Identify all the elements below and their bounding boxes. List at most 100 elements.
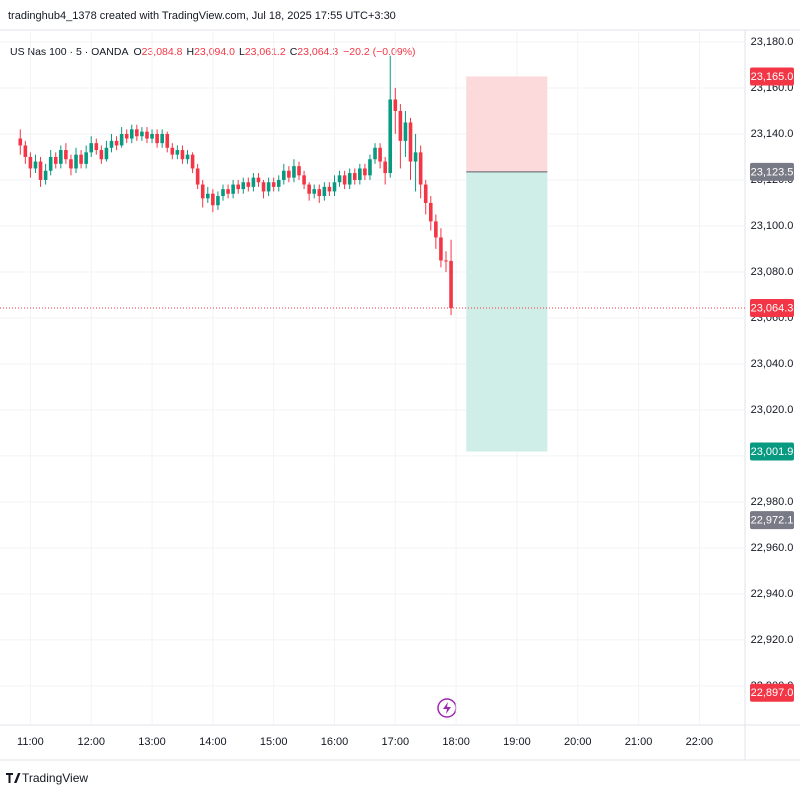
candle-body xyxy=(423,184,428,203)
candle-body xyxy=(368,159,372,176)
value: 23,084.8 xyxy=(142,46,183,58)
entry-badge xyxy=(750,162,794,181)
y-tick-label: 22,960.0 xyxy=(751,542,794,554)
candle-body xyxy=(439,237,443,261)
candle-body xyxy=(195,168,200,185)
candle-body xyxy=(175,150,180,155)
value: 23,061.2 xyxy=(245,46,286,58)
candle-body xyxy=(388,99,393,174)
candle-body xyxy=(48,156,53,171)
candle-body xyxy=(444,260,448,262)
key: H xyxy=(187,46,195,58)
price-badge-label: 22,972.1 xyxy=(751,514,794,526)
candle-body xyxy=(155,133,159,144)
candle-body xyxy=(373,147,377,160)
price-badge xyxy=(750,683,794,702)
candle-body xyxy=(165,133,170,148)
candle-body xyxy=(287,170,291,178)
candle-body xyxy=(332,182,337,192)
candle-body xyxy=(378,147,382,162)
candle-body xyxy=(64,150,68,160)
key: O xyxy=(133,46,141,58)
candle-body xyxy=(109,140,114,148)
change: −20.2 (−0.09%) xyxy=(343,46,415,58)
axes: 23,180.023,160.023,140.023,120.023,100.0… xyxy=(17,36,794,748)
y-tick-label: 23,100.0 xyxy=(751,220,794,232)
candle-body xyxy=(383,161,387,174)
candle-body xyxy=(216,196,220,206)
x-tick-label: 16:00 xyxy=(321,736,349,748)
candle-body xyxy=(43,170,48,180)
candle-body xyxy=(226,189,230,194)
stop-badge-label: 23,165.0 xyxy=(751,71,794,83)
candle-body xyxy=(23,145,28,157)
target-badge xyxy=(750,442,794,461)
x-tick-label: 11:00 xyxy=(17,736,44,748)
candle-body xyxy=(74,154,78,169)
candle-body xyxy=(398,110,403,141)
candle-body xyxy=(104,147,109,160)
candle-body xyxy=(292,166,296,178)
price-badge-label: 22,897.0 xyxy=(751,687,794,699)
candle-body xyxy=(145,131,149,139)
candle-body xyxy=(246,182,251,187)
y-tick-label: 22,920.0 xyxy=(751,634,794,646)
y-tick-label: 22,940.0 xyxy=(751,588,794,600)
y-tick-label: 23,140.0 xyxy=(751,128,794,140)
candle-body xyxy=(38,161,43,180)
y-tick-label: 23,020.0 xyxy=(751,404,794,416)
candle-body xyxy=(236,184,240,190)
candle-body xyxy=(266,182,271,192)
candle-body xyxy=(271,182,276,187)
candle-body xyxy=(69,159,73,169)
candle-body xyxy=(282,170,286,180)
candle-body xyxy=(205,193,210,199)
candle-body xyxy=(135,129,139,137)
candle-body xyxy=(307,184,311,194)
candle-body xyxy=(302,175,306,185)
candle-body xyxy=(211,193,215,206)
x-tick-label: 19:00 xyxy=(503,736,531,748)
candle-body xyxy=(418,152,423,185)
candle-body xyxy=(352,173,357,180)
candle-body xyxy=(241,182,246,190)
candle-body xyxy=(261,182,266,192)
candle-body xyxy=(363,168,367,176)
credit: tradinghub4_1378 created with TradingVie… xyxy=(8,10,396,22)
y-tick-label: 22,980.0 xyxy=(751,496,794,508)
candle-body xyxy=(94,143,99,151)
candle-body xyxy=(322,186,327,197)
grid xyxy=(0,30,745,725)
stop-badge xyxy=(750,67,794,86)
candle-body xyxy=(180,150,185,160)
value: 23,064.3 xyxy=(297,46,338,58)
candle-body xyxy=(297,166,301,176)
candle-body xyxy=(434,221,438,238)
symbol: US Nas 100 · 5 · OANDA xyxy=(10,46,128,58)
candle-body xyxy=(89,143,94,153)
lightning-icon[interactable] xyxy=(437,698,457,718)
target-zone xyxy=(466,171,548,452)
brand: TradingView xyxy=(22,771,88,785)
candle-body xyxy=(18,138,23,146)
price-badge xyxy=(750,299,794,318)
x-tick-label: 14:00 xyxy=(199,736,227,748)
candle-body xyxy=(449,260,453,309)
candle-body xyxy=(358,168,362,180)
price-badge xyxy=(750,511,794,530)
candle-body xyxy=(79,154,83,164)
candle-body xyxy=(408,122,413,162)
candle-body xyxy=(251,177,256,187)
candle-body xyxy=(84,152,88,164)
y-tick-label: 23,080.0 xyxy=(751,266,794,278)
key: C xyxy=(290,46,298,58)
x-tick-label: 22:00 xyxy=(686,736,714,748)
candle-body xyxy=(317,189,322,197)
entry-badge-label: 23,123.5 xyxy=(751,166,794,178)
x-tick-label: 18:00 xyxy=(442,736,470,748)
x-tick-label: 17:00 xyxy=(382,736,410,748)
x-tick-label: 15:00 xyxy=(260,736,288,748)
candle-body xyxy=(160,133,164,144)
target-badge-label: 23,001.9 xyxy=(751,446,794,458)
candle-body xyxy=(190,154,195,169)
